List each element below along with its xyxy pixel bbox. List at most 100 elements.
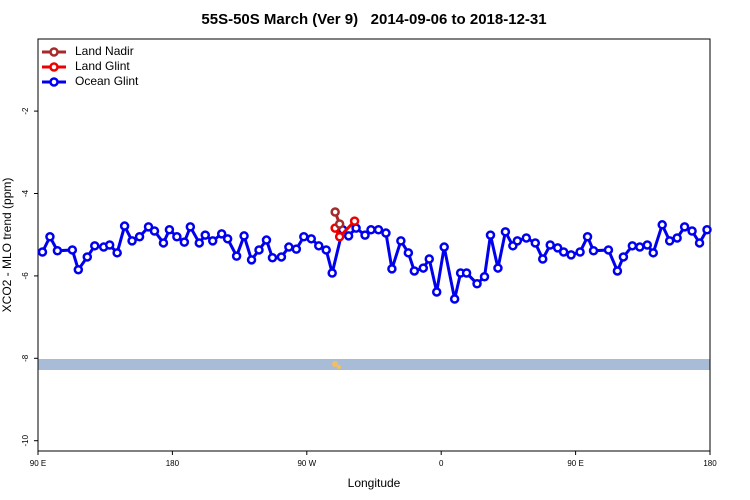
data-point — [246, 255, 257, 265]
data-point — [702, 225, 712, 235]
data-point — [485, 230, 496, 240]
data-point — [52, 246, 63, 256]
data-point — [327, 268, 337, 278]
data-point — [216, 229, 227, 239]
data-point — [239, 231, 249, 241]
data-point — [222, 234, 233, 244]
surface-band — [38, 359, 710, 370]
data-point — [381, 228, 391, 238]
data-point — [558, 247, 569, 257]
data-point — [334, 232, 345, 242]
y-tick-label: -8 — [21, 354, 30, 362]
data-point — [461, 268, 472, 278]
data-point — [635, 242, 645, 252]
data-point — [679, 222, 690, 232]
data-point — [185, 222, 196, 232]
y-tick-label: -2 — [21, 107, 30, 115]
data-point — [672, 233, 682, 243]
data-point — [112, 248, 122, 258]
data-point — [200, 230, 211, 240]
data-point — [261, 235, 272, 245]
x-tick-label: 180 — [703, 459, 717, 468]
data-point — [373, 225, 384, 235]
data-point — [418, 263, 429, 273]
data-point — [664, 236, 675, 246]
data-point — [642, 240, 653, 250]
data-point — [366, 225, 376, 235]
data-point — [403, 248, 414, 258]
data-point — [164, 225, 175, 235]
data-point — [657, 220, 667, 230]
data-point — [552, 243, 563, 253]
data-point — [521, 233, 532, 243]
data-point — [439, 242, 449, 252]
x-tick-label: 90 E — [30, 459, 46, 468]
data-point — [37, 247, 48, 257]
x-tick-label: 180 — [166, 459, 180, 468]
data-point — [343, 231, 354, 241]
data-point — [694, 238, 705, 248]
data-point — [618, 252, 629, 262]
data-point — [396, 236, 406, 246]
data-point — [276, 252, 287, 262]
y-tick-label: -4 — [21, 189, 30, 197]
data-point — [648, 248, 659, 258]
data-point — [143, 222, 154, 232]
legend-label: Land Glint — [75, 59, 130, 73]
data-point — [360, 230, 370, 240]
data-point — [291, 244, 302, 254]
x-tick-label: 0 — [439, 459, 444, 468]
data-point — [254, 245, 264, 255]
data-point — [207, 236, 218, 246]
data-point — [409, 266, 420, 276]
data-point — [479, 271, 490, 282]
chart-title: 55S-50S March (Ver 9) 2014-09-06 to 2018… — [201, 11, 546, 28]
data-point — [45, 232, 55, 242]
data-point — [127, 236, 137, 246]
data-point — [687, 226, 697, 236]
legend-label: Ocean Glint — [75, 74, 139, 88]
data-point — [493, 263, 503, 273]
data-point — [67, 245, 78, 255]
y-axis-label: XCO2 - MLO trend (ppm) — [0, 178, 14, 313]
legend-label: Land Nadir — [75, 44, 134, 58]
data-point — [194, 238, 205, 248]
plot-frame — [37, 38, 711, 452]
data-point — [73, 264, 84, 275]
data-point — [330, 207, 340, 217]
x-tick-label: 90 W — [297, 459, 316, 468]
data-point — [158, 238, 169, 248]
data-point — [231, 251, 242, 261]
land-speck — [337, 365, 341, 369]
data-point — [582, 232, 593, 242]
data-point — [306, 234, 317, 244]
data-point — [267, 253, 278, 263]
data-point — [134, 232, 145, 242]
data-point — [299, 232, 309, 242]
data-point — [537, 254, 548, 264]
data-point — [424, 254, 435, 264]
data-point — [313, 241, 324, 251]
data-point — [89, 241, 100, 251]
data-point — [588, 246, 599, 256]
data-point — [172, 232, 182, 242]
x-tick-label: 90 E — [567, 459, 583, 468]
data-point — [431, 287, 442, 297]
data-point — [612, 266, 623, 276]
data-point — [349, 216, 360, 226]
data-point — [545, 240, 555, 250]
data-point — [82, 252, 93, 262]
data-point — [387, 264, 397, 274]
data-point — [284, 242, 294, 252]
data-point — [603, 245, 614, 255]
data-point — [530, 238, 541, 248]
data-point — [575, 247, 585, 257]
data-point — [321, 245, 331, 255]
data-point — [449, 294, 460, 304]
y-tick-label: -10 — [21, 434, 30, 446]
x-axis-label: Longitude — [348, 476, 401, 490]
data-point — [119, 221, 130, 231]
data-point — [512, 236, 523, 246]
data-point — [627, 241, 638, 251]
